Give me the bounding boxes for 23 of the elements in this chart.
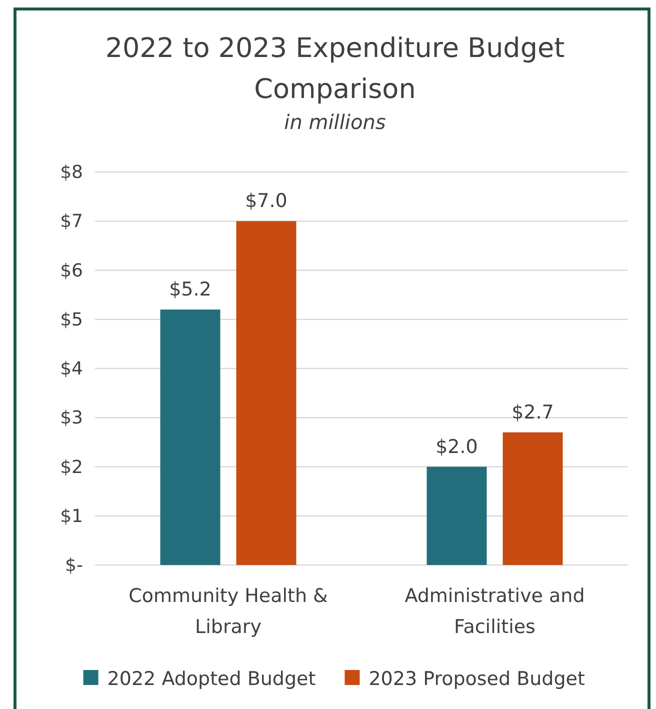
y-tick-label: $7	[60, 211, 83, 232]
y-tick-label: $1	[60, 506, 83, 527]
data-label: $2.0	[436, 436, 478, 458]
chart-subtitle: in millions	[284, 110, 386, 134]
bar	[160, 310, 220, 565]
legend-label: 2022 Adopted Budget	[107, 668, 316, 690]
y-tick-label: $8	[60, 162, 83, 183]
x-tick-label: Community Health & Library	[128, 585, 328, 638]
y-tick-label: $5	[60, 309, 83, 330]
bar	[426, 466, 487, 565]
y-tick-label: $-	[65, 555, 83, 576]
data-label: $7.0	[245, 190, 288, 212]
y-tick-label: $3	[60, 408, 83, 429]
chart-title: 2022 to 2023 Expenditure Budget Comparison	[105, 33, 565, 105]
bar	[502, 432, 563, 565]
data-label: $2.7	[512, 401, 554, 424]
data-label: $5.2	[169, 278, 212, 301]
legend-label: 2023 Proposed Budget	[368, 668, 585, 690]
y-tick-label: $4	[60, 358, 83, 380]
bar	[236, 221, 296, 565]
y-tick-label: $2	[60, 456, 83, 478]
x-tick-label: Administrative and Facilities	[404, 585, 585, 638]
y-tick-label: $6	[60, 260, 83, 282]
